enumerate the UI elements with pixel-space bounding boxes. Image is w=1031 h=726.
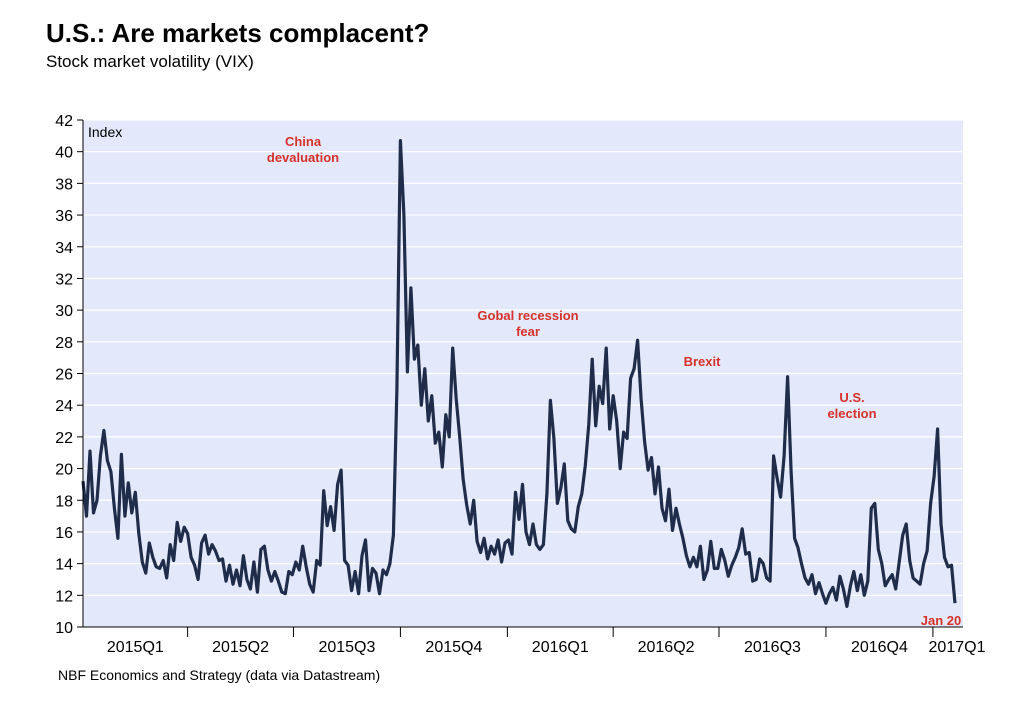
y-tick-label: 22: [55, 430, 73, 447]
annotation-label: U.S. election: [827, 390, 876, 421]
y-tick-label: 34: [55, 240, 73, 257]
x-tick-label: 2015Q2: [212, 639, 269, 656]
y-tick-label: 18: [55, 493, 73, 510]
y-tick-label: 14: [55, 557, 73, 574]
annotation-label: Brexit: [684, 354, 722, 369]
x-tick-label: 2015Q3: [318, 639, 375, 656]
y-tick-label: 40: [55, 145, 73, 162]
y-tick-label: 30: [55, 303, 73, 320]
x-tick-label: 2017Q1: [929, 639, 986, 656]
page-title: U.S.: Are markets complacent?: [46, 18, 430, 48]
x-tick-label: 2016Q2: [638, 639, 695, 656]
x-tick-label: 2016Q4: [851, 639, 908, 656]
annotation-line: Brexit: [684, 354, 722, 369]
source-note: NBF Economics and Strategy (data via Dat…: [58, 667, 381, 683]
y-tick-label: 20: [55, 462, 73, 479]
y-axis-ticks: 10 12 14 16 18 20 22 24 26 28 30 32 34 36 38 40 42: [55, 113, 83, 637]
annotation-line: Jan 20: [921, 613, 961, 628]
x-tick-label: 2016Q3: [744, 639, 801, 656]
y-tick-label: 36: [55, 208, 73, 225]
annotation-line: Gobal recession: [477, 308, 578, 323]
vix-series-line: [81, 139, 957, 608]
annotation-line: U.S.: [839, 390, 864, 405]
y-axis-label: Index: [88, 124, 122, 140]
page-subtitle: Stock market volatility (VIX): [46, 52, 254, 71]
annotation-line: devaluation: [267, 150, 339, 165]
y-tick-label: 24: [55, 398, 73, 415]
y-tick-label: 16: [55, 525, 73, 542]
x-tick-label: 2015Q1: [107, 639, 164, 656]
y-tick-label: 42: [55, 113, 73, 130]
y-tick-label: 28: [55, 335, 73, 352]
x-tick-label: 2015Q4: [425, 639, 482, 656]
annotation-label: China devaluation: [267, 134, 339, 165]
y-tick-label: 38: [55, 176, 73, 193]
y-tick-label: 32: [55, 271, 73, 288]
y-tick-label: 12: [55, 588, 73, 605]
annotation-label: Jan 20: [921, 613, 961, 628]
annotation-line: China: [285, 134, 322, 149]
annotation-line: fear: [516, 324, 540, 339]
annotation-label: Gobal recession fear: [477, 308, 578, 339]
x-axis-ticks: 2015Q1 2015Q2 2015Q3 2015Q4 2016Q1 2016Q2 2016…: [107, 627, 986, 656]
x-tick-label: 2016Q1: [532, 639, 589, 656]
annotation-line: election: [827, 406, 876, 421]
y-tick-label: 26: [55, 367, 73, 384]
y-tick-label: 10: [55, 620, 73, 637]
event-annotations: China devaluation Gobal recession fear Brexi…: [267, 134, 961, 628]
